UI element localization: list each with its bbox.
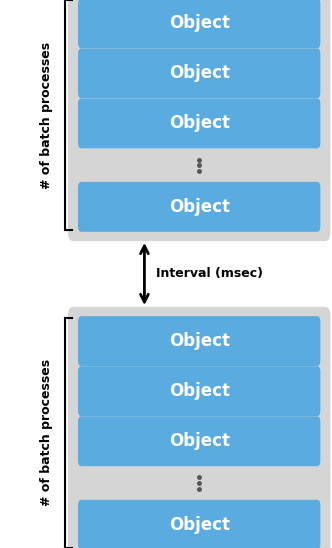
FancyBboxPatch shape — [78, 316, 320, 366]
FancyBboxPatch shape — [78, 500, 320, 548]
Text: Object: Object — [169, 382, 230, 400]
FancyBboxPatch shape — [78, 416, 320, 466]
Text: Object: Object — [169, 332, 230, 350]
Text: Object: Object — [169, 115, 230, 133]
Text: Interval (msec): Interval (msec) — [156, 267, 263, 281]
Text: Object: Object — [169, 64, 230, 82]
FancyBboxPatch shape — [68, 307, 330, 548]
Text: # of batch processes: # of batch processes — [40, 359, 53, 506]
Text: Object: Object — [169, 432, 230, 450]
Text: # of batch processes: # of batch processes — [40, 42, 53, 189]
FancyBboxPatch shape — [78, 182, 320, 232]
FancyBboxPatch shape — [78, 99, 320, 149]
Text: Object: Object — [169, 516, 230, 534]
FancyBboxPatch shape — [68, 0, 330, 241]
FancyBboxPatch shape — [78, 48, 320, 98]
FancyBboxPatch shape — [78, 366, 320, 416]
Text: Object: Object — [169, 198, 230, 216]
Text: Object: Object — [169, 14, 230, 32]
FancyBboxPatch shape — [78, 0, 320, 48]
